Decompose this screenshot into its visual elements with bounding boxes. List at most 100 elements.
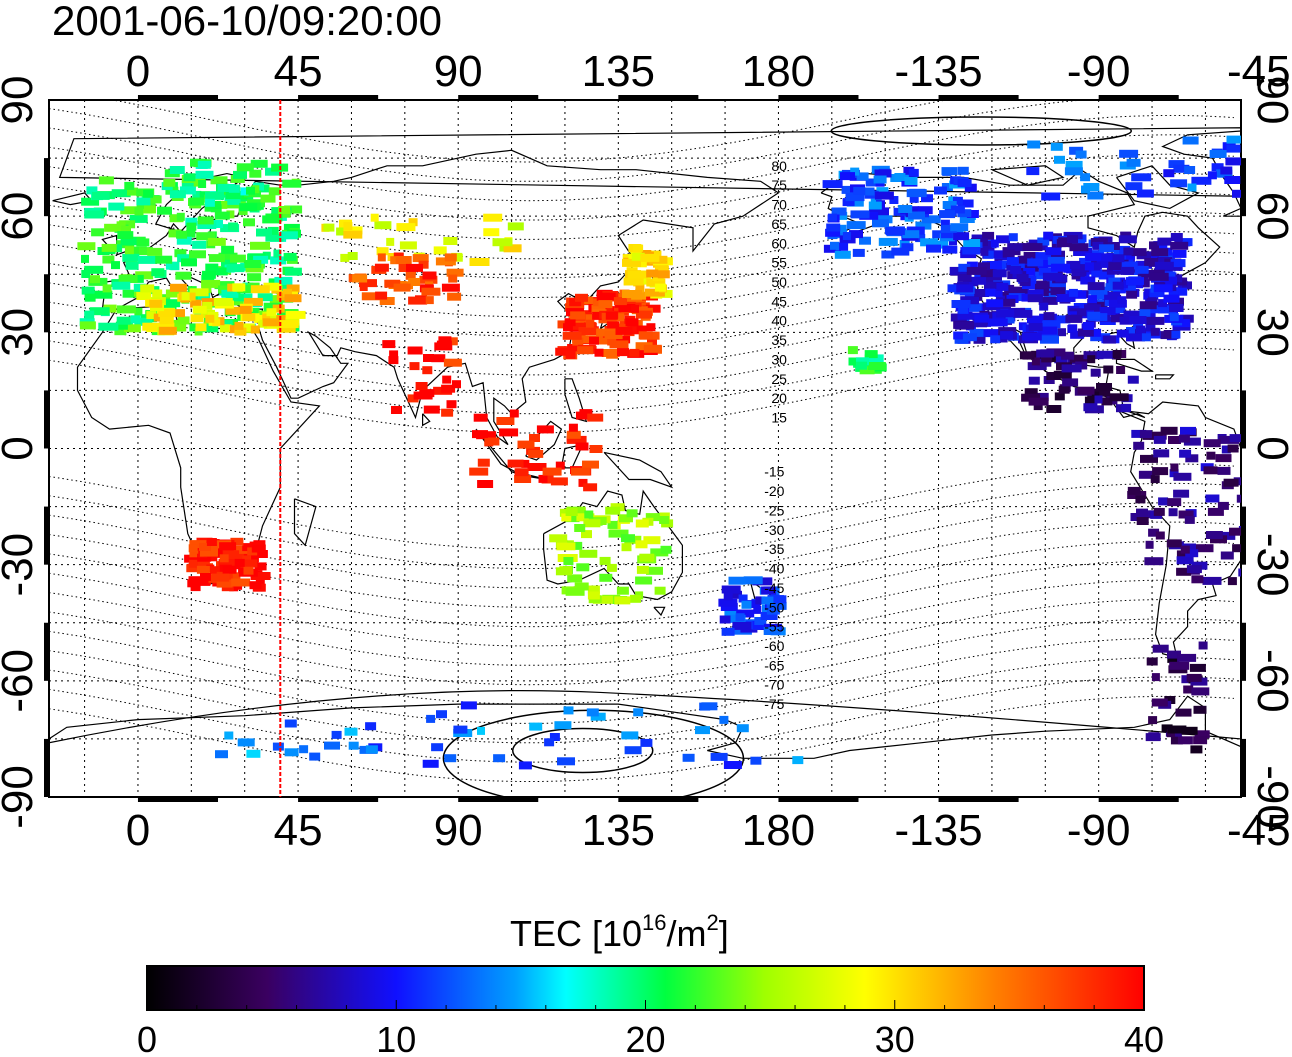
tec-point bbox=[135, 271, 154, 280]
tec-point bbox=[594, 348, 604, 357]
tec-point bbox=[222, 565, 237, 574]
tec-point bbox=[1205, 494, 1220, 503]
tec-point bbox=[850, 210, 870, 219]
tec-point bbox=[1249, 497, 1259, 505]
tec-point bbox=[1229, 434, 1241, 443]
tec-point bbox=[84, 265, 104, 274]
tec-point bbox=[901, 243, 914, 252]
tec-point bbox=[639, 553, 655, 562]
tec-point bbox=[201, 279, 221, 288]
tec-point bbox=[268, 187, 281, 196]
tec-point bbox=[140, 291, 149, 300]
tec-point bbox=[536, 425, 554, 434]
tec-point bbox=[578, 478, 588, 487]
tec-point bbox=[284, 719, 297, 728]
tec-point bbox=[822, 180, 843, 189]
tec-point bbox=[1226, 135, 1241, 144]
tec-point bbox=[221, 289, 239, 298]
tec-point bbox=[956, 284, 974, 293]
tec-point bbox=[102, 284, 112, 293]
tec-point bbox=[845, 193, 865, 202]
tec-point bbox=[1028, 397, 1049, 406]
tec-point bbox=[1171, 330, 1181, 339]
tec-point bbox=[1084, 262, 1094, 271]
tec-point bbox=[840, 172, 855, 181]
y-tick-right: -90 bbox=[1248, 765, 1292, 829]
tec-point bbox=[409, 362, 420, 371]
tec-point bbox=[81, 254, 89, 263]
tec-point bbox=[1017, 255, 1031, 264]
tec-point bbox=[84, 210, 105, 219]
tec-point bbox=[629, 348, 640, 357]
tec-point bbox=[909, 194, 919, 203]
tec-point bbox=[274, 276, 293, 285]
tec-point bbox=[1085, 252, 1102, 261]
tec-point bbox=[839, 242, 849, 251]
y-tick-right: 90 bbox=[1248, 76, 1292, 125]
tec-point bbox=[448, 274, 458, 283]
tec-point bbox=[876, 187, 889, 196]
tec-point bbox=[228, 184, 240, 193]
tec-point bbox=[1118, 235, 1137, 244]
tec-point bbox=[978, 262, 990, 271]
tec-point bbox=[1008, 286, 1029, 295]
tec-point bbox=[395, 256, 412, 264]
tec-point bbox=[284, 205, 303, 214]
tec-point bbox=[792, 756, 804, 765]
tec-point bbox=[622, 290, 642, 298]
contour-label-south: -20 bbox=[764, 483, 784, 499]
tec-point bbox=[966, 266, 987, 275]
tec-point bbox=[108, 202, 125, 211]
tec-point bbox=[621, 543, 632, 552]
tec-point bbox=[1069, 243, 1089, 252]
tec-point bbox=[589, 445, 603, 453]
tec-point bbox=[1116, 366, 1126, 374]
colorbar: TEC [1016/m2] 0 10 20 30 40 bbox=[137, 910, 1164, 1057]
tec-point bbox=[243, 293, 253, 302]
tec-point bbox=[210, 566, 224, 575]
tec-point bbox=[735, 613, 745, 622]
tec-point bbox=[1050, 287, 1066, 296]
tec-point bbox=[1179, 449, 1192, 458]
tec-point bbox=[518, 761, 532, 770]
tec-point bbox=[208, 254, 225, 263]
tec-point bbox=[738, 594, 748, 603]
tec-point bbox=[263, 282, 282, 291]
tec-point bbox=[987, 318, 1008, 327]
tec-point bbox=[1152, 644, 1169, 653]
tec-point bbox=[151, 268, 165, 277]
tec-point bbox=[134, 317, 153, 326]
tec-point bbox=[1150, 475, 1160, 484]
coastline-segment bbox=[1155, 374, 1175, 380]
tec-point bbox=[587, 585, 600, 594]
tec-point bbox=[253, 255, 269, 264]
tec-point bbox=[873, 175, 887, 184]
tec-point bbox=[94, 290, 113, 299]
tec-point bbox=[140, 284, 155, 293]
tec-point bbox=[1129, 316, 1147, 324]
tec-point bbox=[192, 190, 202, 199]
tec-point bbox=[980, 269, 995, 278]
colorbar-label-main: TEC [10 bbox=[510, 913, 642, 954]
colorbar-label-exp1: 16 bbox=[642, 910, 666, 935]
tec-point bbox=[636, 310, 652, 319]
tec-point bbox=[529, 722, 543, 731]
tec-point bbox=[587, 413, 604, 422]
tec-point bbox=[761, 586, 777, 595]
plot-area: 80 75 70 65 60 55 50 45 40 35 30 25 20 15 -15 -20 -25 -30… bbox=[44, 95, 1259, 802]
contour-label-south: -35 bbox=[764, 541, 784, 557]
tec-point bbox=[1191, 687, 1210, 696]
tec-point bbox=[604, 331, 623, 340]
tec-point bbox=[1094, 395, 1103, 404]
tec-point bbox=[541, 475, 554, 484]
tec-point bbox=[1217, 501, 1229, 510]
tec-point bbox=[229, 254, 246, 263]
tec-point bbox=[1125, 182, 1143, 191]
tec-point bbox=[120, 206, 139, 215]
bottom-longitude-labels: 0 45 90 135 180 -135 -90 -45 bbox=[126, 806, 1291, 855]
tec-point bbox=[582, 460, 599, 469]
tec-point bbox=[1185, 454, 1199, 463]
tec-point bbox=[1220, 551, 1234, 560]
mlat-contour bbox=[49, 695, 1234, 782]
tec-point bbox=[874, 169, 892, 178]
